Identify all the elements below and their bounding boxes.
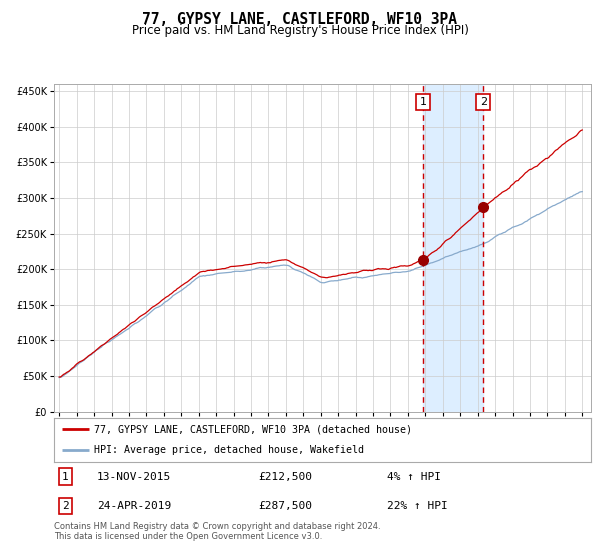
Text: 2: 2 [479, 97, 487, 107]
Text: 77, GYPSY LANE, CASTLEFORD, WF10 3PA: 77, GYPSY LANE, CASTLEFORD, WF10 3PA [143, 12, 458, 27]
Text: Contains HM Land Registry data © Crown copyright and database right 2024.: Contains HM Land Registry data © Crown c… [54, 522, 380, 531]
Text: Price paid vs. HM Land Registry's House Price Index (HPI): Price paid vs. HM Land Registry's House … [131, 24, 469, 36]
Text: 2: 2 [62, 501, 69, 511]
Text: 77, GYPSY LANE, CASTLEFORD, WF10 3PA (detached house): 77, GYPSY LANE, CASTLEFORD, WF10 3PA (de… [94, 424, 412, 434]
Text: HPI: Average price, detached house, Wakefield: HPI: Average price, detached house, Wake… [94, 445, 364, 455]
Text: This data is licensed under the Open Government Licence v3.0.: This data is licensed under the Open Gov… [54, 532, 322, 541]
Text: £212,500: £212,500 [258, 472, 312, 482]
Text: 1: 1 [419, 97, 427, 107]
Text: £287,500: £287,500 [258, 501, 312, 511]
Text: 24-APR-2019: 24-APR-2019 [97, 501, 171, 511]
Text: 4% ↑ HPI: 4% ↑ HPI [387, 472, 441, 482]
Text: 13-NOV-2015: 13-NOV-2015 [97, 472, 171, 482]
Bar [423, 84, 483, 412]
Text: 1: 1 [62, 472, 69, 482]
Text: 22% ↑ HPI: 22% ↑ HPI [387, 501, 448, 511]
